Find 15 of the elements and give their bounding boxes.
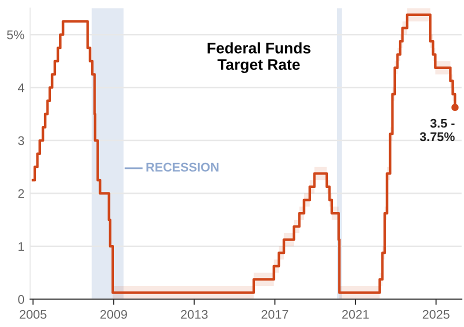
x-tick-label: 2025 <box>422 310 450 319</box>
x-tick-label: 2009 <box>100 310 127 319</box>
y-tick-label: 0 <box>18 295 24 304</box>
x-tick-label: 2021 <box>342 310 369 319</box>
x-tick-label: 2017 <box>262 310 288 319</box>
band-label: RECESSION <box>146 162 218 172</box>
y-tick-label: 2 <box>18 189 24 198</box>
x-tick-label: 2013 <box>180 310 208 319</box>
y-tick-label: 1 <box>18 242 24 251</box>
y-tick-label: 3 <box>18 136 24 146</box>
y-tick-label: 4 <box>18 83 24 92</box>
text: Federal Funds Target Rate <box>208 42 310 74</box>
annotation: 3.5 - 3.75% <box>420 118 455 142</box>
x-tick-label: 2005 <box>20 310 46 319</box>
y-tick-label: 5% <box>7 30 24 40</box>
